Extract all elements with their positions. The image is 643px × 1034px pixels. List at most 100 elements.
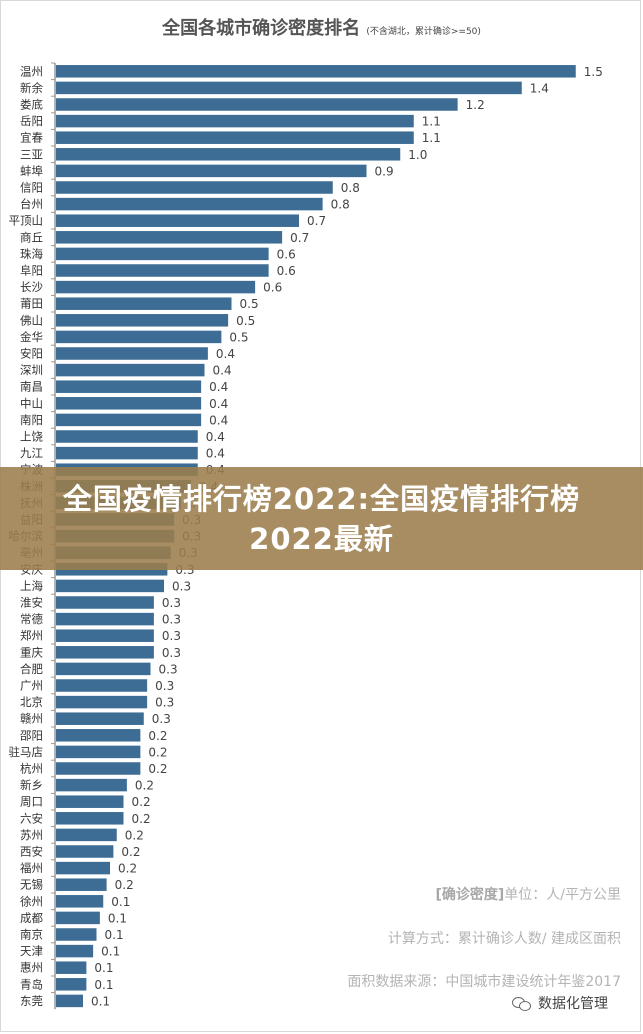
value-label: 0.7 [307,214,326,228]
category-label: 岳阳 [20,114,43,128]
overlay-banner: 全国疫情排行榜2022:全国疫情排行榜2022最新 [0,467,643,570]
bar [56,579,164,593]
category-label: 台州 [20,197,43,211]
category-label: 邵阳 [20,728,43,742]
value-label: 0.5 [229,330,248,344]
bar [56,413,202,427]
bar [56,712,144,725]
value-label: 0.4 [206,430,225,444]
value-label: 0.2 [148,762,167,776]
category-label: 宜春 [20,131,43,145]
watermark: 数据化管理 [512,993,608,1013]
category-label: 中山 [20,396,43,410]
bar [56,314,229,327]
category-label: 苏州 [20,828,43,842]
category-label: 杭州 [20,762,43,776]
category-label: 南京 [20,928,43,942]
category-label: 南昌 [20,380,43,394]
category-label: 莆田 [20,297,43,311]
unit-note-key: [确诊密度] [435,887,505,903]
category-label: 无锡 [20,878,43,892]
bar [56,131,414,144]
bar [56,297,232,310]
chart-title: 全国各城市确诊密度排名 [162,18,361,39]
value-label: 0.4 [216,347,235,361]
value-label: 0.3 [172,579,191,593]
bar [56,729,141,742]
bar [56,65,576,78]
bar [56,861,110,875]
value-label: 0.4 [206,447,225,461]
method-note: 计算方式：累计确诊人数/ 建成区面积 [387,931,621,947]
value-label: 0.4 [209,380,228,394]
category-label: 福州 [20,861,43,875]
bar [56,662,151,676]
category-label: 佛山 [20,313,43,327]
category-label: 重庆 [20,645,43,659]
bar [56,430,198,443]
category-label: 上海 [20,579,43,593]
value-label: 0.1 [105,928,124,942]
value-label: 0.1 [94,978,113,992]
bar [56,911,100,925]
value-label: 0.1 [91,994,110,1008]
bar [56,629,154,642]
value-label: 0.1 [111,895,130,909]
value-label: 0.2 [115,878,134,892]
source-note: 面积数据来源：中国城市建设统计年鉴2017 [347,974,621,990]
value-label: 0.5 [240,297,259,311]
category-label: 成都 [20,911,43,925]
value-label: 0.2 [148,745,167,759]
category-label: 信阳 [20,181,43,195]
value-label: 0.2 [121,845,140,859]
value-label: 1.1 [422,115,441,129]
category-label: 九江 [20,446,43,460]
bar [56,845,114,858]
bar [56,280,256,294]
category-label: 郑州 [20,629,43,643]
category-label: 新乡 [20,778,43,792]
category-label: 阜阳 [20,264,43,278]
value-label: 0.3 [162,629,181,643]
value-label: 0.4 [209,397,228,411]
value-label: 0.2 [135,779,154,793]
value-label: 0.7 [290,231,309,245]
value-label: 1.1 [422,131,441,145]
value-label: 0.2 [132,812,151,826]
category-label: 驻马店 [9,745,44,759]
category-label: 安阳 [20,347,43,361]
bar [56,895,104,908]
bar [56,762,141,775]
bar [56,828,117,842]
value-label: 0.9 [375,164,394,178]
value-label: 0.3 [162,596,181,610]
bar [56,928,97,941]
value-label: 1.2 [466,98,485,112]
value-label: 0.6 [277,264,296,278]
category-label: 广州 [20,679,43,693]
category-label: 深圳 [20,363,43,377]
bar [56,397,202,410]
unit-note-text: 单位：人/平方公里 [504,887,621,903]
bar [56,264,269,277]
bar [56,164,367,178]
value-label: 0.2 [132,795,151,809]
value-label: 0.6 [277,247,296,261]
category-label: 温州 [20,64,43,78]
category-label: 淮安 [20,596,43,610]
chart-subtitle: (不含湖北，累计确诊>=50) [366,27,481,37]
bar [56,778,127,792]
value-label: 0.2 [148,729,167,743]
chart-title-block: 全国各城市确诊密度排名 (不含湖北，累计确诊>=50) [0,14,643,40]
value-label: 0.3 [155,696,174,710]
bar [56,878,107,891]
category-label: 周口 [20,795,43,809]
category-label: 娄底 [20,98,43,112]
category-label: 三亚 [20,147,43,161]
category-label: 北京 [20,695,43,709]
category-label: 赣州 [20,712,43,726]
value-label: 0.8 [341,181,360,195]
category-label: 上饶 [20,430,43,444]
category-label: 天津 [20,944,43,958]
bar [56,114,414,128]
